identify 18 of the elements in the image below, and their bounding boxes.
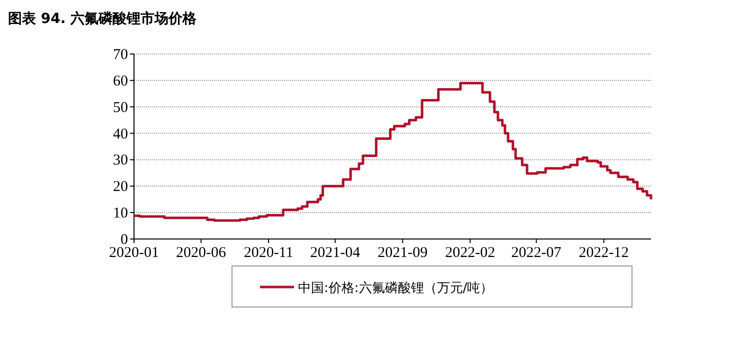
y-tick-label: 60 [113,73,128,90]
y-tick-label: 70 [113,47,128,63]
y-tick-label: 0 [120,232,128,248]
x-tick-label: 2021-04 [310,245,361,261]
x-tick-label: 2020-06 [176,245,227,261]
y-tick-label: 20 [113,179,128,196]
y-tick-label: 50 [113,100,128,116]
x-tick-label: 2020-11 [244,245,294,261]
x-tick-label: 2022-07 [511,245,562,261]
y-tick-label: 40 [113,126,128,142]
x-tick-label: 2022-02 [445,245,496,261]
x-tick-label: 2020-01 [109,245,159,261]
y-tick-label: 30 [113,152,128,169]
legend-label: 中国:价格:六氟磷酸锂（万元/吨） [298,281,494,296]
y-tick-label: 10 [113,206,128,222]
chart-title: 图表 94. 六氟磷酸锂市场价格 [8,10,198,27]
x-tick-label: 2021-09 [378,245,428,261]
x-tick-label: 2022-12 [578,245,629,261]
